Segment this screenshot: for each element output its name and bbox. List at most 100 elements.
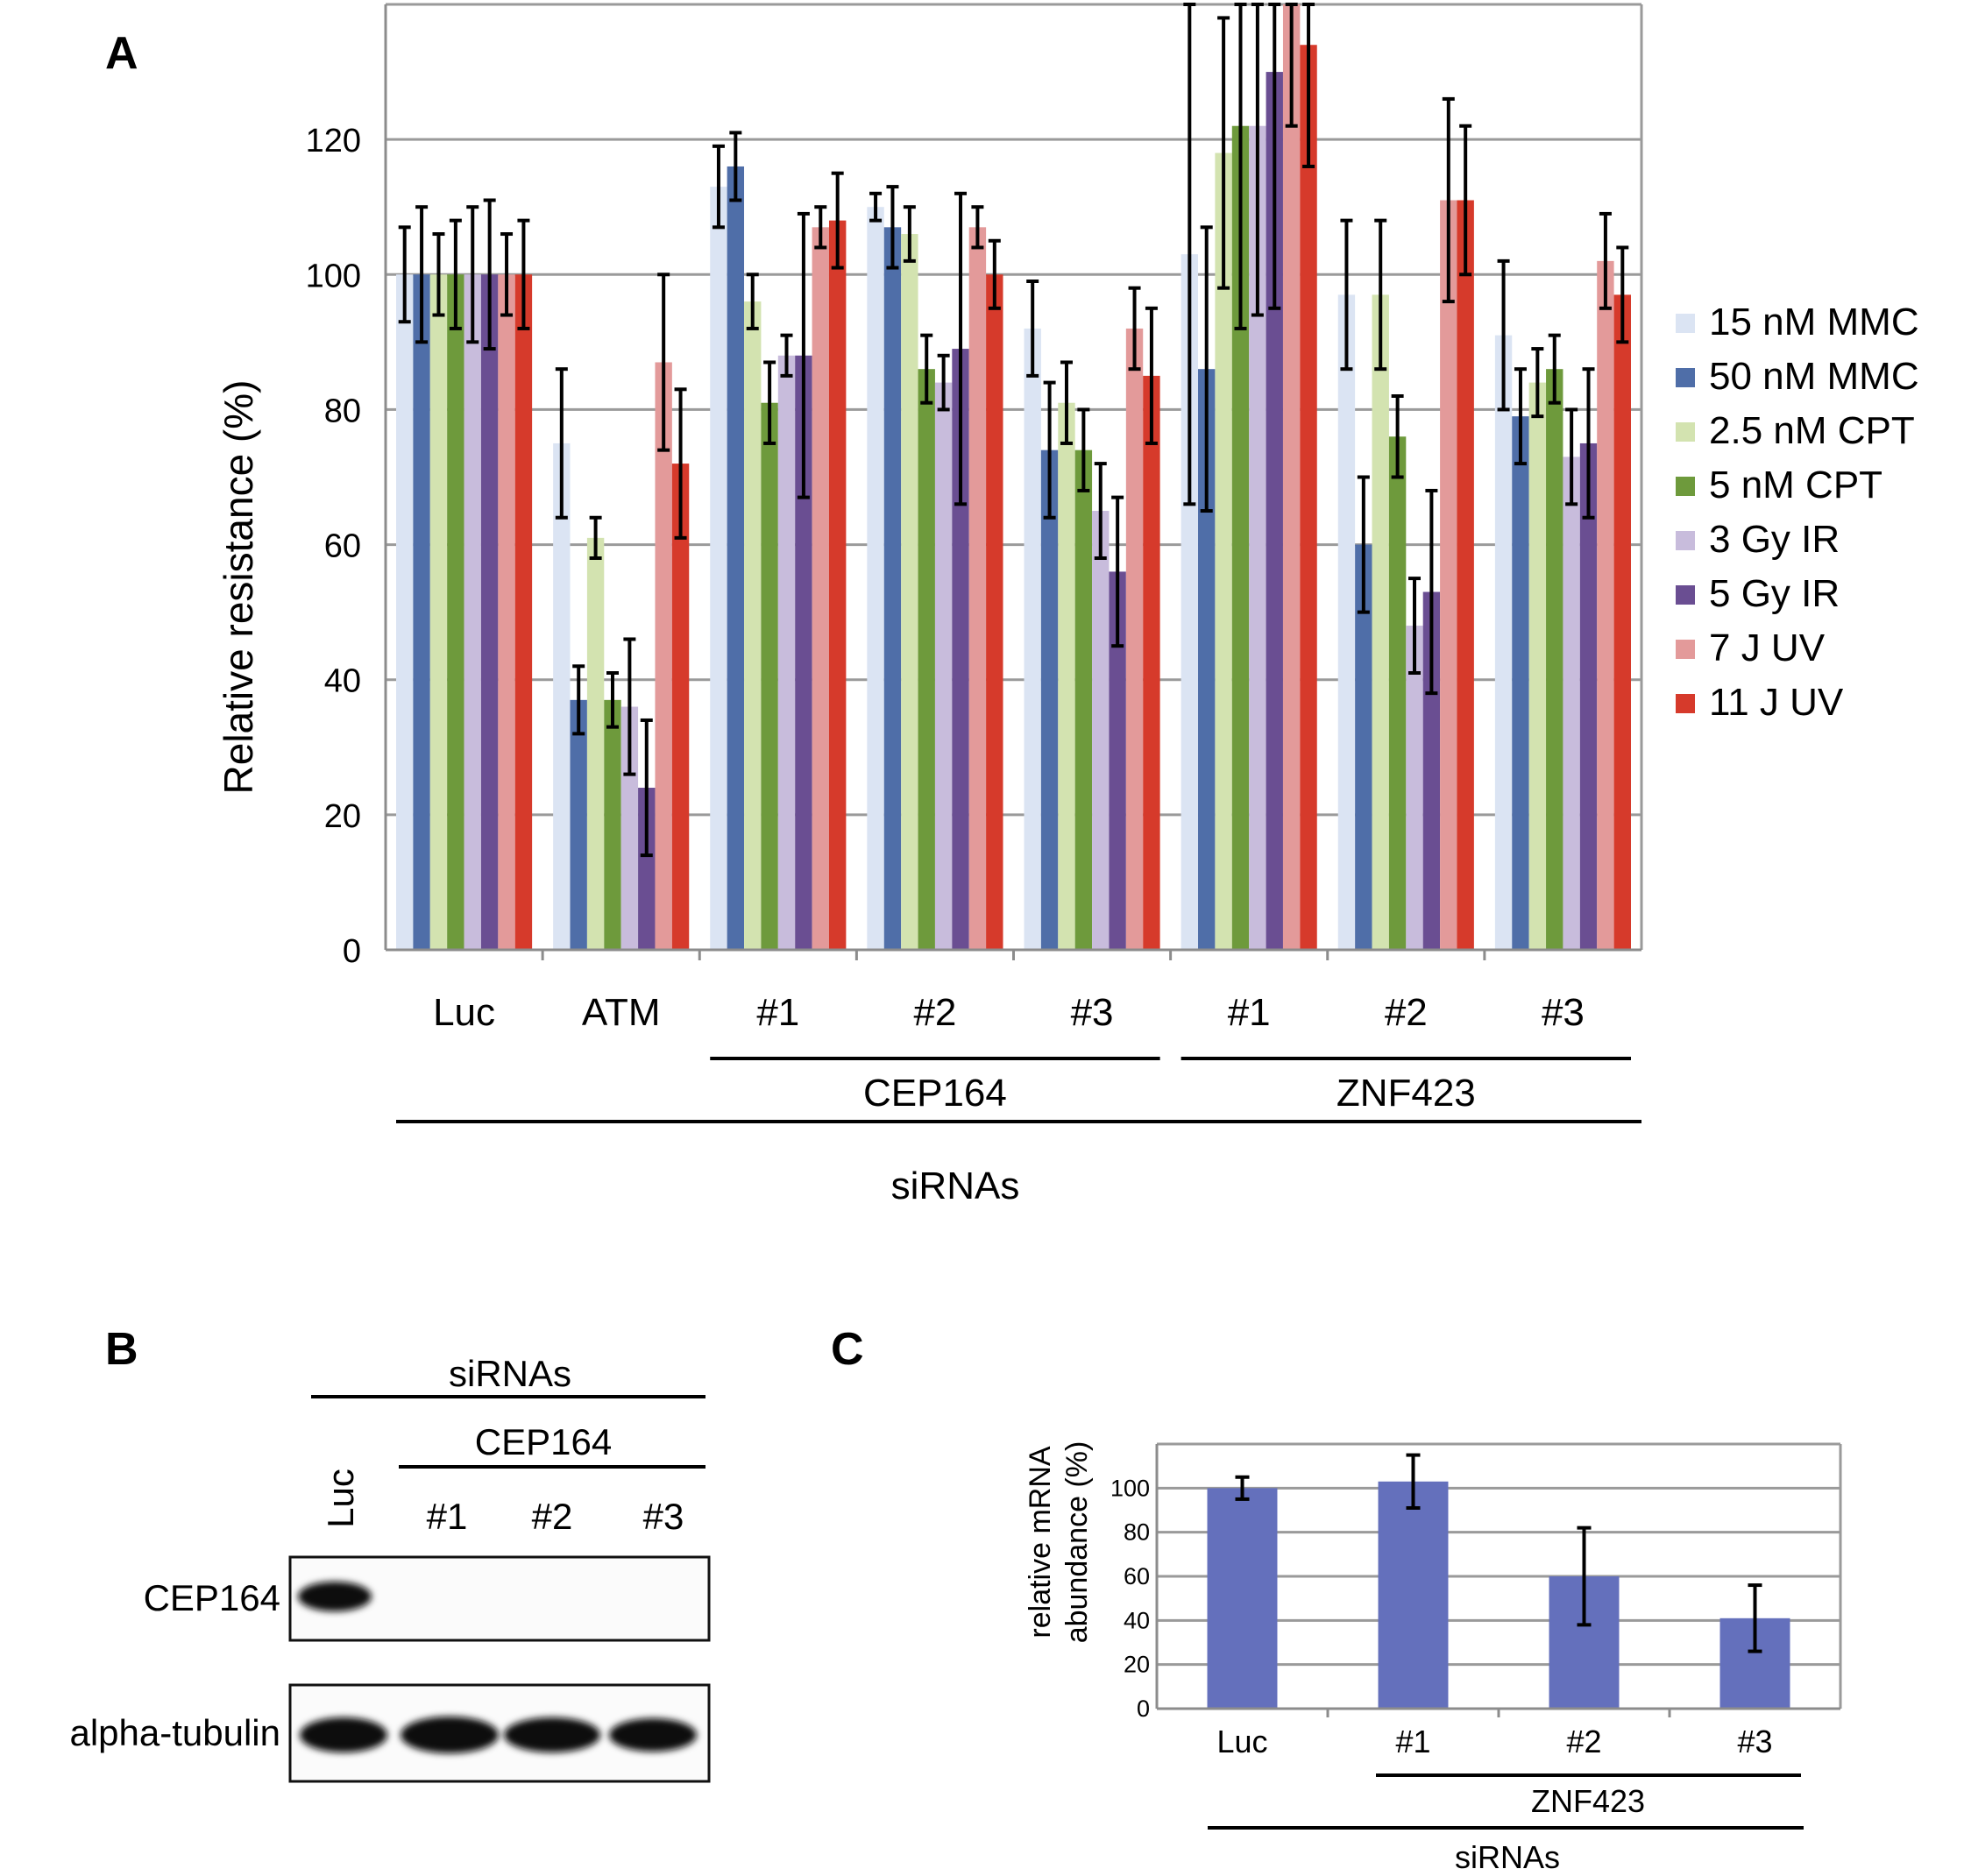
panel-a-error-bars xyxy=(398,3,1629,858)
bar xyxy=(867,207,884,950)
bar xyxy=(1074,450,1093,950)
legend-label: 7 J UV xyxy=(1709,627,1826,669)
bar xyxy=(1024,328,1041,950)
bar xyxy=(812,227,829,951)
panel-c-letter: C xyxy=(831,1324,864,1375)
legend-swatch xyxy=(1676,422,1695,442)
bar xyxy=(1207,1488,1278,1709)
bar xyxy=(1125,328,1144,950)
bar xyxy=(655,362,672,950)
legend-swatch xyxy=(1676,640,1695,659)
bar xyxy=(1579,442,1598,950)
bar xyxy=(761,402,778,950)
bar xyxy=(1143,375,1160,951)
bar xyxy=(1249,125,1266,950)
bar xyxy=(1300,45,1317,950)
legend-label: 5 Gy IR xyxy=(1709,572,1840,615)
bar xyxy=(396,274,414,950)
category-label: #1 xyxy=(756,991,799,1034)
blot-lane-label: #3 xyxy=(643,1496,684,1537)
bar xyxy=(918,369,935,951)
bar xyxy=(1355,544,1372,950)
bar xyxy=(1546,369,1563,951)
group-label: CEP164 xyxy=(863,1072,1007,1115)
blot-band-tubulin-2 xyxy=(504,1717,600,1752)
blot-lane-label: Luc xyxy=(320,1469,361,1528)
bar xyxy=(883,227,902,951)
panel-c-axes xyxy=(1155,1444,1840,1717)
panel-a-axes xyxy=(384,4,1641,960)
bar xyxy=(1109,571,1126,950)
legend-swatch xyxy=(1676,585,1695,605)
panel-a-bars xyxy=(396,4,1631,951)
bar xyxy=(1494,335,1513,950)
panel-a-legend: 15 nM MMC 50 nM MMC 2.5 nM CPT 5 nM CPT 3 Gy… xyxy=(1676,301,1919,724)
bar xyxy=(1231,125,1250,950)
category-label: #1 xyxy=(1395,1724,1430,1759)
bar xyxy=(1092,511,1110,950)
legend-label: 15 nM MMC xyxy=(1709,301,1919,343)
bar xyxy=(1181,254,1199,950)
panel-c-group-labels: ZNF423 xyxy=(1208,1773,1804,1830)
panel-a-bar-chart: 0 20 40 60 80 100 120 Luc ATM #1 #2 #3 #1 #2 #3 CEP16… xyxy=(216,3,1919,1207)
bar xyxy=(952,349,969,950)
bar xyxy=(464,274,481,950)
bar xyxy=(447,274,464,950)
y-tick-label: 100 xyxy=(306,258,361,294)
bar xyxy=(553,442,571,950)
legend-label: 3 Gy IR xyxy=(1709,518,1840,561)
blot-band-tubulin-3 xyxy=(609,1718,697,1752)
panel-a-group-labels: CEP164 ZNF423 xyxy=(396,1057,1641,1123)
panel-b-letter: B xyxy=(105,1324,138,1375)
legend-label: 2.5 nM CPT xyxy=(1709,409,1915,452)
group-label: ZNF423 xyxy=(1531,1783,1645,1819)
blot-header-siRNAs: siRNAs xyxy=(449,1353,571,1394)
legend-swatch xyxy=(1676,531,1695,550)
bar xyxy=(1613,294,1631,951)
bar xyxy=(744,301,762,951)
panel-c-y-axis-label-line-1: relative mRNA xyxy=(1024,1446,1057,1638)
bar xyxy=(638,788,656,950)
bar xyxy=(1457,200,1474,950)
bar xyxy=(1406,626,1423,950)
bar xyxy=(968,227,987,951)
blot-band-cep164-luc xyxy=(298,1582,372,1611)
bar xyxy=(1198,369,1216,951)
blot-row-label-cep164: CEP164 xyxy=(144,1577,280,1618)
legend-swatch xyxy=(1676,368,1695,387)
bar xyxy=(480,274,499,950)
legend-label: 11 J UV xyxy=(1709,681,1844,724)
category-label: #3 xyxy=(1542,991,1585,1034)
bar xyxy=(795,355,812,950)
panel-c-tick-labels: 0 20 40 60 80 100 xyxy=(1110,1475,1150,1722)
category-label: #2 xyxy=(913,991,956,1034)
panel-c-category-labels: Luc #1 #2 #3 xyxy=(1216,1724,1772,1759)
bar xyxy=(1282,4,1301,950)
y-tick-label: 80 xyxy=(1124,1519,1150,1546)
blot-subheader-CEP164: CEP164 xyxy=(475,1421,612,1462)
category-label: #1 xyxy=(1228,991,1271,1034)
y-tick-label: 40 xyxy=(324,663,361,700)
bar xyxy=(1528,382,1547,951)
bar xyxy=(1378,1481,1449,1709)
bar xyxy=(986,274,1003,950)
bar xyxy=(1440,200,1457,950)
panel-c-x-axis-label: siRNAs xyxy=(1455,1839,1560,1875)
panel-c-error-bars xyxy=(1235,1453,1762,1653)
blot-band-tubulin-1 xyxy=(401,1717,499,1753)
bar xyxy=(586,537,605,950)
group-label: ZNF423 xyxy=(1337,1072,1476,1115)
bar xyxy=(1563,457,1580,950)
blot-row-label-tubulin: alpha-tubulin xyxy=(69,1712,280,1753)
panel-c-y-axis-label-line-2: abundance (%) xyxy=(1060,1441,1094,1644)
bar xyxy=(727,166,745,950)
y-tick-label: 0 xyxy=(343,933,361,970)
legend-label: 5 nM CPT xyxy=(1709,464,1882,506)
legend-swatch xyxy=(1676,477,1695,496)
legend-label: 50 nM MMC xyxy=(1709,355,1919,398)
y-tick-label: 80 xyxy=(324,393,361,429)
category-label: #3 xyxy=(1737,1724,1772,1759)
panel-a-letter: A xyxy=(105,28,138,79)
bar xyxy=(828,220,847,951)
